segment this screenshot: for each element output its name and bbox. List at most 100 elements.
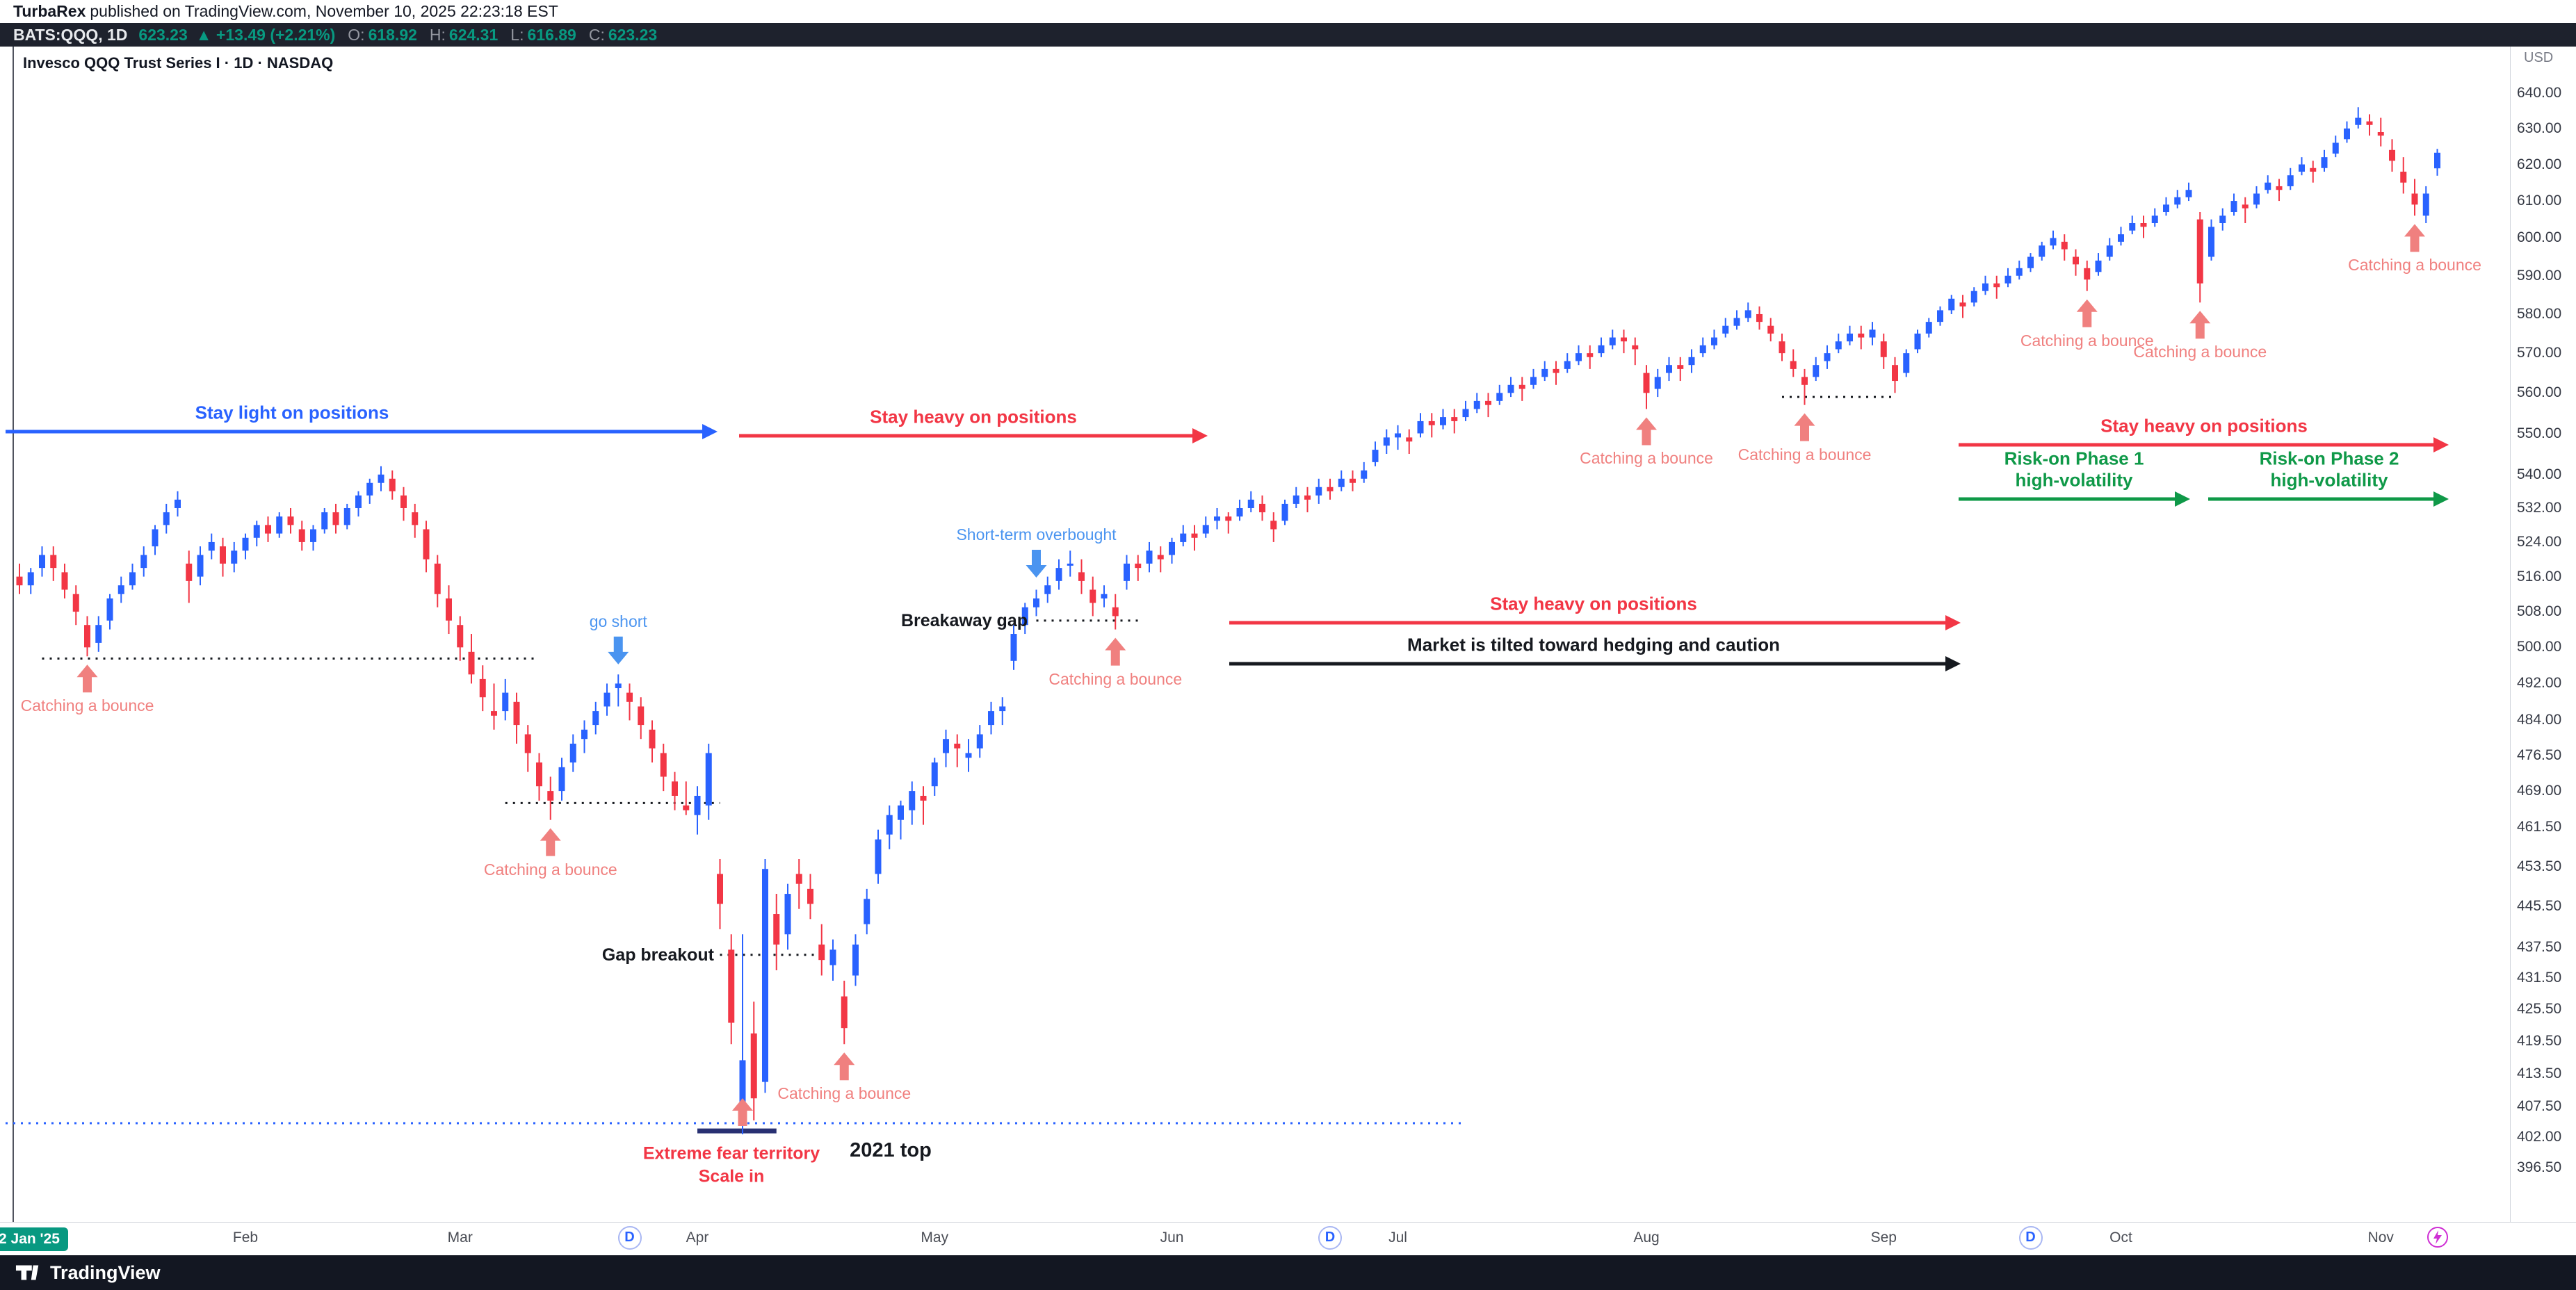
candle[interactable] <box>683 781 690 815</box>
tradingview-brand[interactable]: TradingView <box>50 1262 161 1283</box>
candle[interactable] <box>1395 425 1401 450</box>
trend-label[interactable]: Risk-on Phase 1 high-volatility <box>2004 448 2144 491</box>
candle[interactable] <box>1473 393 1480 414</box>
candle[interactable] <box>818 924 825 976</box>
candle[interactable] <box>1609 329 1616 350</box>
candle[interactable] <box>604 683 610 716</box>
candle[interactable] <box>1112 594 1119 630</box>
candle[interactable] <box>1406 429 1413 455</box>
candle[interactable] <box>1372 441 1379 466</box>
candle[interactable] <box>1767 318 1774 342</box>
candle[interactable] <box>2084 260 2091 291</box>
candle[interactable] <box>1067 550 1074 577</box>
candle[interactable] <box>1135 555 1142 581</box>
candle[interactable] <box>762 858 768 1093</box>
candle[interactable] <box>1462 400 1469 421</box>
candle[interactable] <box>1824 345 1831 369</box>
candle[interactable] <box>875 829 882 884</box>
candle[interactable] <box>660 743 667 792</box>
candle[interactable] <box>807 874 813 920</box>
chart-title[interactable]: Invesco QQQ Trust Series I · 1D · NASDAQ <box>23 54 334 72</box>
candle[interactable] <box>1101 585 1108 607</box>
candle[interactable] <box>175 491 181 517</box>
trend-label[interactable]: Risk-on Phase 2 high-volatility <box>2260 448 2399 491</box>
candle[interactable] <box>1044 576 1051 603</box>
candle[interactable] <box>2219 208 2226 231</box>
candle[interactable] <box>1180 525 1187 547</box>
candle[interactable] <box>1236 499 1243 521</box>
candle[interactable] <box>1903 349 1910 377</box>
candle[interactable] <box>355 491 362 517</box>
candle[interactable] <box>412 503 419 538</box>
up-arrow-marker[interactable] <box>76 664 98 693</box>
candle[interactable] <box>1756 306 1763 330</box>
candle[interactable] <box>638 697 645 740</box>
candle[interactable] <box>1654 368 1661 398</box>
candle[interactable] <box>468 634 475 684</box>
candle[interactable] <box>2208 219 2214 261</box>
candle[interactable] <box>2377 117 2384 147</box>
candle[interactable] <box>1055 559 1062 590</box>
candle[interactable] <box>1293 487 1299 508</box>
candle[interactable] <box>27 568 34 594</box>
up-arrow-marker[interactable] <box>1636 417 1657 446</box>
bounce-label[interactable]: Catching a bounce <box>2133 343 2267 361</box>
candle[interactable] <box>287 507 294 534</box>
candle[interactable] <box>592 701 599 735</box>
candle[interactable] <box>649 720 656 763</box>
candle[interactable] <box>728 934 735 1045</box>
candle[interactable] <box>2061 234 2068 261</box>
candle[interactable] <box>920 786 927 825</box>
candle[interactable] <box>841 981 848 1045</box>
candle[interactable] <box>750 1002 757 1120</box>
candle[interactable] <box>152 525 159 555</box>
candle[interactable] <box>1033 589 1039 617</box>
trend-label[interactable]: Stay heavy on positions <box>1490 593 1697 614</box>
trend-label[interactable]: Stay heavy on positions <box>2100 415 2308 436</box>
candle[interactable] <box>717 858 723 929</box>
candle[interactable] <box>1553 361 1560 385</box>
candle[interactable] <box>1564 353 1571 373</box>
candle[interactable] <box>1699 337 1706 357</box>
trend-label[interactable]: Market is tilted toward hedging and caut… <box>1407 634 1780 655</box>
candle[interactable] <box>298 521 305 551</box>
up-arrow-marker[interactable] <box>540 828 561 856</box>
candle[interactable] <box>1361 462 1368 483</box>
candle[interactable] <box>1744 302 1751 322</box>
candle[interactable] <box>457 616 464 661</box>
candle[interactable] <box>84 616 90 657</box>
candle[interactable] <box>1440 409 1446 430</box>
candle[interactable] <box>1666 357 1672 382</box>
candle[interactable] <box>389 470 396 500</box>
candle[interactable] <box>2332 136 2339 158</box>
bounce-label[interactable]: Catching a bounce <box>777 1084 912 1103</box>
candle[interactable] <box>186 550 193 603</box>
candle[interactable] <box>1259 495 1265 521</box>
candle[interactable] <box>1383 429 1390 455</box>
bounce-label[interactable]: Catching a bounce <box>1737 445 1872 464</box>
down-arrow-marker[interactable] <box>1026 550 1047 578</box>
up-arrow-marker[interactable] <box>2404 224 2425 252</box>
pointer-label[interactable]: go short <box>589 612 647 630</box>
candle[interactable] <box>1621 329 1627 354</box>
up-arrow-marker[interactable] <box>834 1052 855 1081</box>
candle[interactable] <box>536 753 542 801</box>
pointer-label[interactable]: Short-term overbought <box>956 525 1117 544</box>
candle[interactable] <box>2106 238 2113 261</box>
trend-label[interactable]: Stay heavy on positions <box>870 406 1077 427</box>
candle[interactable] <box>1327 478 1334 500</box>
candle[interactable] <box>581 720 588 753</box>
candle[interactable] <box>965 739 972 772</box>
candle[interactable] <box>50 546 57 581</box>
candle[interactable] <box>547 776 554 820</box>
candle[interactable] <box>1869 322 1876 345</box>
candle[interactable] <box>954 734 961 767</box>
candle[interactable] <box>909 781 916 825</box>
candle[interactable] <box>1202 516 1209 538</box>
candle[interactable] <box>2366 114 2373 136</box>
up-arrow-marker[interactable] <box>732 1097 753 1126</box>
candle[interactable] <box>1146 541 1153 573</box>
candle[interactable] <box>1575 345 1582 366</box>
candle[interactable] <box>2389 139 2395 172</box>
